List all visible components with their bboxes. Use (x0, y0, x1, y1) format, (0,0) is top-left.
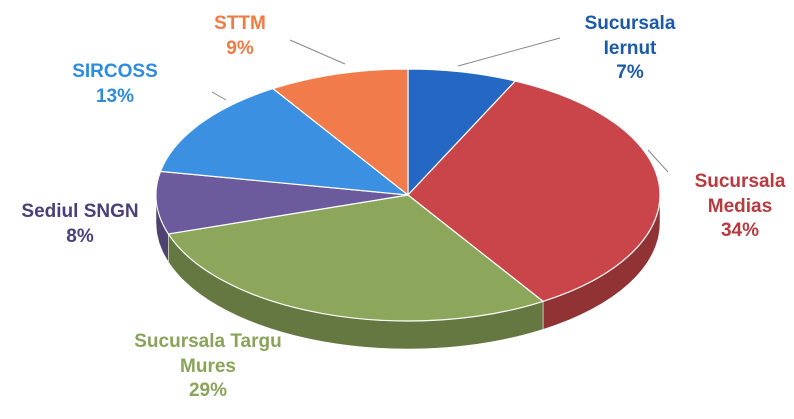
category-name: Sucursala Iernut (584, 13, 676, 59)
slice (407, 68, 517, 197)
category-name: Sediul SNGN (21, 201, 139, 222)
slice-label: Sucursala Medias 34% (680, 170, 794, 244)
slice-label: STTM 9% (190, 12, 290, 61)
pie-tops (155, 68, 661, 322)
slice-label: Sucursala Iernut 7% (560, 12, 700, 86)
slice (159, 87, 410, 196)
slice-label: SIRCOSS 13% (45, 60, 185, 109)
leader-line (289, 39, 346, 65)
percent-label: 13% (95, 85, 135, 107)
slice-label: Sucursala Targu Mures 29% (123, 330, 293, 404)
slice-label: Sediul SNGN 8% (0, 200, 165, 249)
percent-label: 34% (720, 220, 760, 242)
percent-label: 8% (66, 225, 94, 247)
percent-label: 29% (188, 380, 228, 402)
leader-line (457, 37, 561, 67)
leader-line (647, 149, 669, 173)
percent-label: 9% (226, 37, 254, 59)
slice (167, 194, 545, 322)
category-name: Sucursala Medias (694, 171, 786, 217)
category-name: SIRCOSS (72, 61, 158, 82)
category-name: STTM (214, 13, 266, 34)
slice (271, 68, 409, 197)
leader-line (211, 91, 227, 101)
slice (407, 80, 661, 303)
slice (155, 170, 409, 235)
percent-label: 7% (616, 62, 644, 84)
category-name: Sucursala Targu Mures (134, 331, 282, 377)
